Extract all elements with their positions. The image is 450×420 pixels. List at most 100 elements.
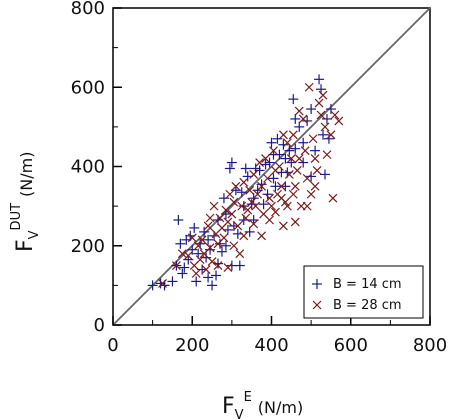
data-point-plus [290,113,301,124]
data-point-x [223,217,233,227]
data-point-x [320,122,330,132]
data-point-x [233,221,243,231]
data-point-x [205,243,215,253]
data-point-x [304,82,314,92]
data-point-plus [294,121,305,132]
data-point-x [207,257,217,267]
data-point-plus [306,171,317,182]
data-point-x [306,189,316,199]
data-point-x [197,235,207,245]
data-point-plus [224,163,235,174]
data-point-plus [284,145,295,156]
data-point-plus [321,113,332,124]
data-point-x [265,215,274,225]
legend-data-point-plus [312,279,322,289]
data-point-x [183,251,193,261]
x-ticks: 0 200 400 600 800 [107,316,447,356]
data-point-x [318,90,328,100]
data-point-x [326,130,336,140]
legend: B = 14 cm B = 28 cm [303,265,424,319]
legend-marker-x [312,300,322,310]
data-point-plus [262,189,273,200]
data-point-x [302,201,312,211]
data-point-x [203,221,213,231]
data-point-x [249,219,259,229]
x-axis-label-unit: (N/m) [258,398,303,417]
y-tick-label-200: 200 [71,236,105,257]
data-point-plus [325,104,336,115]
x-tick-label-0: 0 [107,335,118,356]
data-point-x [282,201,292,211]
data-point-x [235,249,245,259]
data-point-x [231,181,241,191]
legend-data-point-x [312,300,322,310]
data-point-x [282,138,292,148]
data-point-x [322,150,332,160]
data-point-x [265,193,274,203]
x-axis-label-sup: E [244,390,252,405]
data-point-x [229,241,239,251]
data-point-x [221,205,231,215]
x-tick-label-600: 600 [334,335,368,356]
data-point-plus [207,280,218,291]
data-point-x [257,181,267,191]
data-point-x [284,170,294,179]
data-point-plus [203,234,214,245]
data-point-x [328,193,338,203]
data-point-x [205,213,215,223]
y-axis-label-unit: (N/m) [17,152,36,197]
data-point-x [215,213,225,223]
data-point-x [239,177,249,187]
series-group [147,74,344,291]
data-point-plus [189,222,200,233]
data-point-x [239,231,249,241]
data-point-x [187,233,197,243]
data-point-plus [244,226,255,237]
data-point-plus [258,199,269,210]
legend-label-b14: B = 14 cm [333,277,402,292]
data-point-x [271,207,280,217]
data-point-x [290,217,300,227]
data-point-plus [177,268,188,279]
data-point-x [314,98,324,108]
data-point-plus [199,226,210,237]
data-point-x [294,106,304,116]
data-point-x [278,130,288,140]
data-point-plus [246,199,257,210]
data-point-x [251,201,261,211]
data-point-x [195,255,205,265]
y-axis-label-sup: DUT [9,203,24,231]
data-point-x [276,193,286,203]
data-point-x [201,265,211,274]
data-point-x [177,249,187,259]
x-tick-label-400: 400 [254,335,288,356]
data-point-x [310,181,320,191]
y-tick-label-400: 400 [71,157,105,178]
legend-label-b28: B = 28 cm [333,298,402,313]
data-point-x [223,263,233,272]
data-point-plus [306,104,317,115]
y-tick-label-800: 800 [71,0,105,19]
data-point-x [193,241,203,251]
x-axis-label: FVE (N/m) [222,390,303,420]
data-point-x [225,189,235,199]
data-point-plus [236,187,247,198]
data-point-x [237,201,247,211]
data-point-x [278,221,288,231]
x-tick-label-200: 200 [175,335,209,356]
data-point-plus [310,145,321,156]
legend-marker-plus [312,279,322,289]
data-point-plus [288,94,299,105]
data-point-x [302,173,312,183]
data-point-plus [167,276,178,287]
data-point-plus [226,157,237,168]
data-point-plus [211,270,222,281]
data-point-plus [280,153,291,164]
data-point-plus [234,260,245,271]
data-point-x [243,205,253,215]
data-point-plus [220,240,231,251]
data-point-x [267,201,276,211]
y-tick-label-0: 0 [94,315,105,336]
x-tick-label-800: 800 [413,335,447,356]
